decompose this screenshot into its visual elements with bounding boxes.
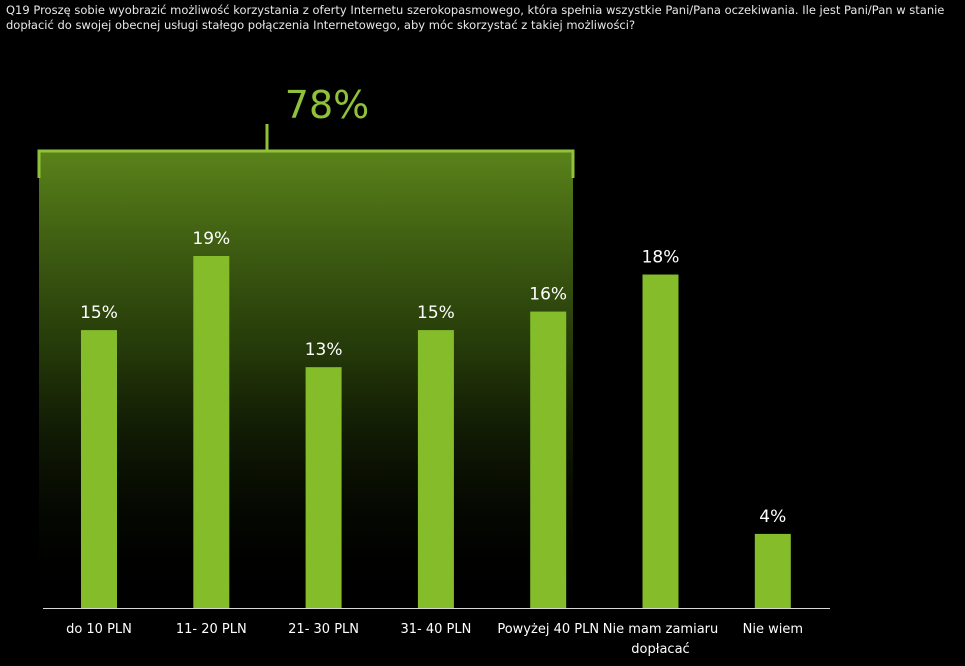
bar-value-label: 19%	[192, 229, 230, 249]
bar	[417, 330, 454, 608]
bar-value-label: 4%	[759, 507, 786, 527]
bracket-line	[37, 124, 575, 178]
category-label: 21- 30 PLN	[288, 622, 359, 637]
bar-value-label: 18%	[642, 248, 680, 268]
bar	[193, 256, 230, 608]
bar-value-label: 16%	[529, 285, 567, 305]
category-label: do 10 PLN	[66, 622, 132, 637]
category-label: Powyżej 40 PLN	[497, 622, 599, 637]
category-label: Nie mam zamiaru dopłacać	[603, 622, 719, 657]
bar	[305, 367, 342, 608]
category-label: Nie wiem	[743, 622, 803, 637]
bracket-total-label: 78%	[285, 83, 369, 127]
question-text: Q19 Proszę sobie wyobrazić możliwość kor…	[6, 3, 945, 32]
category-label: 31- 40 PLN	[400, 622, 471, 637]
bar	[642, 274, 679, 608]
category-label: 11- 20 PLN	[176, 622, 247, 637]
bar	[530, 311, 567, 608]
bar-value-label: 13%	[305, 340, 343, 360]
bar	[754, 533, 791, 608]
bar-value-label: 15%	[417, 303, 455, 323]
bar-value-label: 15%	[80, 303, 118, 323]
bar	[81, 330, 117, 608]
